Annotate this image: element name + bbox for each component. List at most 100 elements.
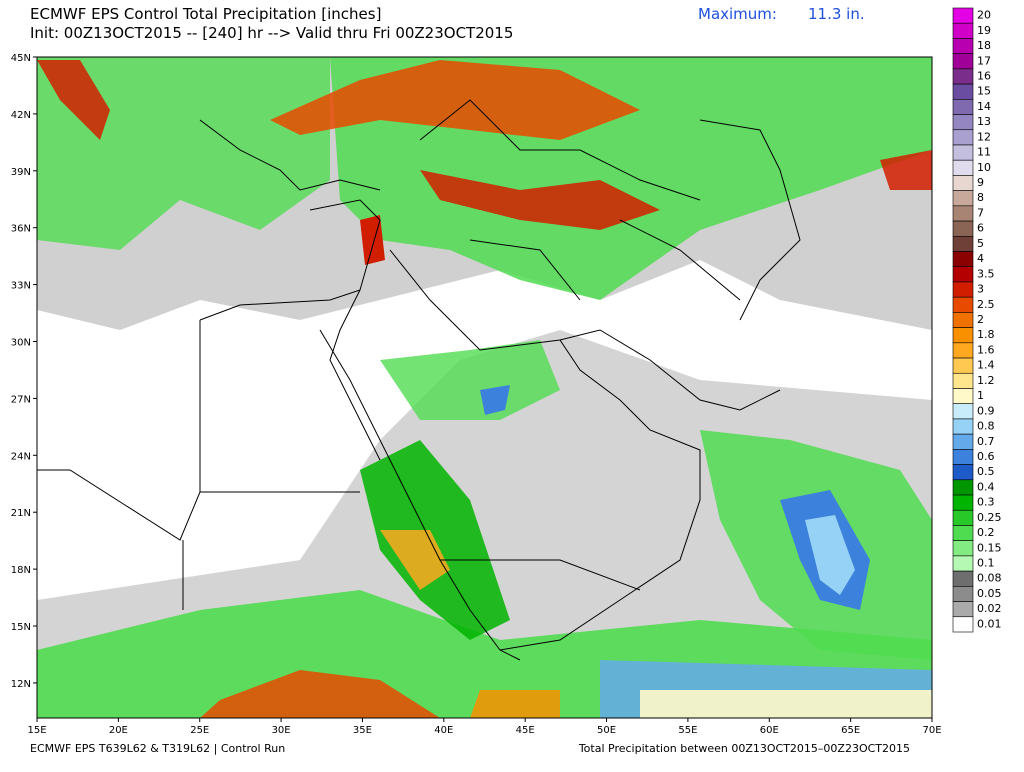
lon-tick-label: 65E <box>841 725 860 736</box>
legend-swatch <box>952 342 974 359</box>
lat-tick-label: 39N <box>11 167 31 178</box>
legend-label: 0.6 <box>977 450 995 463</box>
legend-swatch <box>952 403 974 420</box>
legend-label: 0.8 <box>977 420 995 433</box>
legend-label: 1.2 <box>977 374 995 387</box>
legend-label: 8 <box>977 191 984 204</box>
lon-tick-label: 55E <box>678 725 697 736</box>
maximum-value: 11.3 in. <box>808 5 865 23</box>
legend-label: 5 <box>977 237 984 250</box>
legend-label: 11 <box>977 146 991 159</box>
legend-swatch <box>952 220 974 237</box>
legend-label: 0.5 <box>977 465 995 478</box>
legend-swatch <box>952 175 974 191</box>
legend-label: 12 <box>977 130 991 143</box>
lon-tick-label: 25E <box>190 725 209 736</box>
legend-label: 0.9 <box>977 404 995 417</box>
footer-left: ECMWF EPS T639L62 & T319L62 | Control Ru… <box>30 742 285 755</box>
legend: 20 19 18 17 16 15 14 13 12 11 10 9 8 7 6 5 4 3.5 3 2.5 2 1.8 1… <box>952 7 1002 633</box>
lon-tick-label: 15E <box>27 725 46 736</box>
legend-swatch <box>952 372 974 389</box>
legend-swatch <box>952 129 974 146</box>
lat-tick-label: 24N <box>11 451 31 462</box>
legend-label: 2 <box>977 313 984 326</box>
legend-swatch <box>952 616 974 633</box>
legend-swatch <box>952 570 974 587</box>
footer-right: Total Precipitation between 00Z13OCT2015… <box>578 742 910 755</box>
legend-swatch <box>952 449 974 465</box>
legend-swatch <box>952 235 974 252</box>
legend-label: 0.2 <box>977 526 995 539</box>
legend-swatch <box>952 159 974 176</box>
legend-label: 1.6 <box>977 343 995 356</box>
lat-tick-label: 12N <box>11 679 31 690</box>
legend-swatch <box>952 190 974 207</box>
legend-swatch <box>952 327 974 344</box>
lat-tick-label: 18N <box>11 565 31 576</box>
legend-swatch <box>952 509 974 526</box>
legend-label: 17 <box>977 54 991 67</box>
legend-swatch <box>952 525 974 541</box>
legend-swatch <box>952 53 974 70</box>
legend-swatch <box>952 479 974 496</box>
lon-tick-label: 60E <box>760 725 779 736</box>
map-field <box>36 56 933 719</box>
legend-swatch <box>952 586 974 602</box>
lon-tick-label: 35E <box>353 725 372 736</box>
legend-label: 20 <box>977 9 991 22</box>
legend-swatch <box>952 464 974 481</box>
legend-label: 0.25 <box>977 511 1002 524</box>
lat-tick-label: 33N <box>11 281 31 292</box>
legend-label: 3 <box>977 283 984 296</box>
legend-label: 0.3 <box>977 496 995 509</box>
legend-swatch <box>952 68 974 85</box>
legend-swatch <box>952 281 974 298</box>
legend-label: 0.15 <box>977 541 1002 554</box>
lon-tick-label: 45E <box>516 725 535 736</box>
legend-label: 16 <box>977 69 991 82</box>
legend-label: 9 <box>977 176 984 189</box>
legend-swatch <box>952 251 974 268</box>
legend-label: 0.01 <box>977 617 1002 630</box>
legend-label: 0.08 <box>977 572 1002 585</box>
lat-tick-label: 42N <box>11 110 31 121</box>
legend-label: 0.4 <box>977 480 995 493</box>
legend-swatch <box>952 205 974 222</box>
legend-label: 0.05 <box>977 587 1002 600</box>
legend-swatch <box>952 418 974 435</box>
legend-swatch <box>952 388 974 405</box>
legend-swatch <box>952 144 974 161</box>
lat-tick-label: 30N <box>11 338 31 349</box>
legend-swatch <box>952 114 974 131</box>
legend-swatch <box>952 555 974 572</box>
lon-tick-label: 70E <box>922 725 941 736</box>
legend-label: 0.02 <box>977 602 1002 615</box>
legend-label: 4 <box>977 252 984 265</box>
lon-tick-label: 40E <box>434 725 453 736</box>
legend-label: 18 <box>977 39 991 52</box>
legend-swatch <box>952 83 974 100</box>
legend-swatch <box>952 7 974 24</box>
legend-label: 1.8 <box>977 328 995 341</box>
legend-label: 0.1 <box>977 557 995 570</box>
legend-swatch <box>952 494 974 511</box>
lat-tick-label: 21N <box>11 508 31 519</box>
legend-label: 14 <box>977 100 991 113</box>
axis-ticks: 15E 20E 25E 30E 35E 40E 45E 50E 55E 60E 65E 70E 45N 4… <box>11 53 942 736</box>
lat-tick-label: 15N <box>11 622 31 633</box>
lat-tick-label: 45N <box>11 53 31 64</box>
legend-swatch <box>952 312 974 328</box>
maximum-label: Maximum: <box>698 5 777 23</box>
legend-label: 19 <box>977 24 991 37</box>
legend-swatch <box>952 99 974 115</box>
legend-label: 1.4 <box>977 359 995 372</box>
legend-swatch <box>952 296 974 313</box>
legend-label: 1 <box>977 389 984 402</box>
legend-label: 2.5 <box>977 298 995 311</box>
lat-tick-label: 36N <box>11 224 31 235</box>
legend-swatch <box>952 433 974 450</box>
legend-swatch <box>952 22 974 39</box>
lon-tick-label: 20E <box>109 725 128 736</box>
